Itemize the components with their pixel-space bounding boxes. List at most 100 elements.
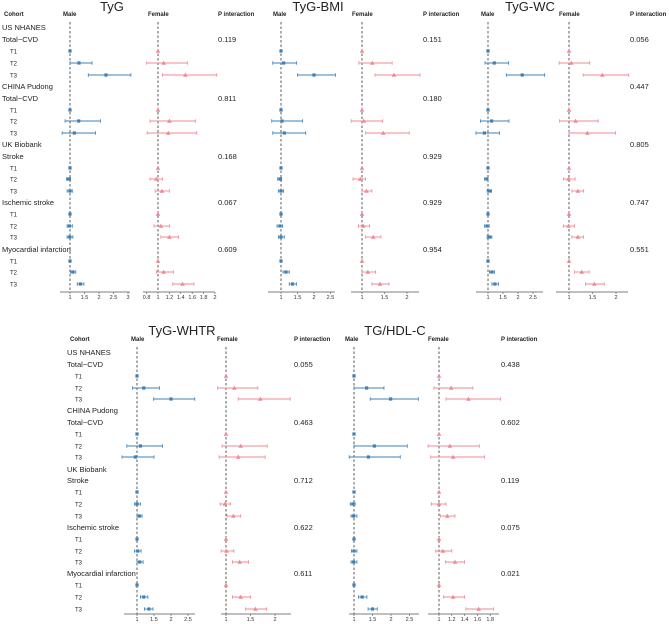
point-estimate-square [486,259,490,263]
x-tick-label: 2.5 [406,617,414,623]
point-estimate-triangle [566,165,572,170]
point-estimate-square [352,537,356,541]
p-interaction-value: 0.712 [294,476,313,485]
outcome-label: Total−CVD [2,35,39,44]
point-estimate-square [486,49,490,53]
male-header: Male [481,12,495,18]
tier-label: T3 [75,456,83,462]
p-interaction-value: 0.954 [423,245,442,254]
tier-label: T2 [75,596,83,602]
point-estimate-triangle [232,385,237,390]
point-estimate-triangle [165,130,171,135]
tier-label: T3 [75,515,83,521]
point-estimate-triangle [370,234,376,239]
point-estimate-triangle [361,118,367,123]
point-estimate-square [135,537,139,541]
point-estimate-triangle [436,501,442,506]
point-estimate-triangle [155,211,161,216]
point-estimate-triangle [436,536,442,541]
point-estimate-triangle [365,269,371,274]
point-estimate-square [142,386,146,390]
cohort-label: UK Biobank [2,140,42,149]
point-estimate-square [352,560,356,564]
x-tick-label: 2.5 [110,295,118,301]
point-estimate-triangle [359,165,365,170]
point-estimate-square [68,235,72,239]
point-estimate-square [485,224,489,228]
point-estimate-triangle [476,606,481,611]
point-estimate-square [68,108,72,112]
tier-label: T1 [10,50,18,56]
outcome-label: Ischemic stroke [67,523,119,532]
point-estimate-square [389,397,393,401]
point-estimate-triangle [159,188,165,193]
point-estimate-triangle [153,176,159,181]
point-estimate-square [279,108,283,112]
x-tick-label: 1 [156,295,159,301]
panel-title: TyG-WHTR [148,323,215,338]
point-estimate-triangle [223,536,229,541]
point-estimate-square [486,212,490,216]
x-tick-label: 1.2 [448,617,456,623]
p-interaction-value: 0.747 [630,198,649,207]
point-estimate-square [278,177,282,181]
x-tick-label: 1.2 [166,295,174,301]
cohort-header: Cohort [4,12,24,18]
point-estimate-square [142,595,146,599]
point-estimate-triangle [359,107,365,112]
point-estimate-square [72,131,76,135]
forest-panel-tyg: TyG Cohort US NHANES Total−CVD T1 T2 T3 CHINA P… [2,0,255,301]
x-tick-label: 1.5 [381,295,389,301]
tier-label: T1 [75,538,83,544]
panel-title: TG/HDL-C [364,323,425,338]
point-estimate-square [520,73,524,77]
point-estimate-triangle [253,606,258,611]
tier-label: T2 [75,503,83,509]
point-estimate-triangle [566,211,572,216]
point-estimate-triangle [450,594,456,599]
point-estimate-square [284,270,288,274]
tier-label: T3 [10,283,18,289]
point-estimate-triangle [377,281,383,286]
point-estimate-triangle [161,269,166,274]
point-estimate-square [278,224,282,228]
cohort-label: CHINA Pudong [2,82,53,91]
point-estimate-triangle [391,72,397,77]
male-forest: 1 1.5 2 2.5 [475,22,546,301]
x-tick-label: 1 [360,295,363,301]
point-estimate-square [279,189,283,193]
female-forest: 1 1.2 1.4 1.6 1.8 [427,347,501,623]
x-tick-label: 2 [405,295,408,301]
point-estimate-square [66,177,71,181]
panel-title: TyG-WC [505,0,555,14]
point-estimate-square [490,119,494,123]
tier-label: T2 [75,445,83,451]
forest-panel-tyg-bmi: TyG-BMI Male Female P interaction 0.151 0.180… [268,0,460,301]
point-estimate-square [279,259,283,263]
x-tick-label: 1 [68,295,71,301]
point-estimate-square [135,432,139,436]
p-interaction-value: 0.463 [294,418,313,427]
point-estimate-square [487,235,492,239]
point-estimate-square [137,514,141,518]
tier-label: T2 [10,62,18,68]
x-tick-label: 1.5 [294,295,302,301]
x-tick-label: 1.5 [247,617,255,623]
male-header: Male [63,12,77,18]
point-estimate-triangle [436,373,442,378]
outcome-label: Total−CVD [67,360,104,369]
point-estimate-square [487,189,492,193]
p-interaction-value: 0.067 [218,198,237,207]
point-estimate-square [492,61,496,65]
p-interaction-value: 0.447 [630,82,649,91]
point-estimate-triangle [573,118,578,123]
p-interaction-value: 0.438 [501,360,520,369]
outcome-label: Total−CVD [2,94,39,103]
point-estimate-square [104,73,108,77]
x-tick-label: 1.6 [188,295,196,301]
point-estimate-square [351,502,355,506]
tier-label: T1 [10,260,18,266]
male-forest: 1 1.5 2 2.5 [348,347,419,623]
p-interaction-value: 0.055 [294,360,313,369]
